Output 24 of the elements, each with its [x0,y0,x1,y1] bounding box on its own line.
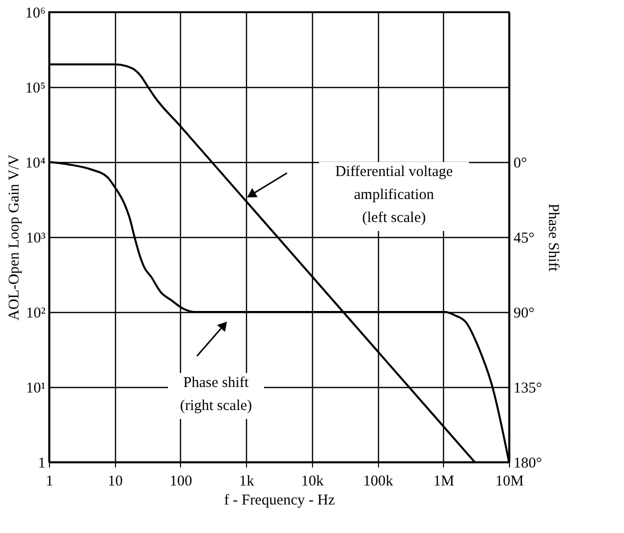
y2-tick-label: 90° [514,306,534,322]
x-tick-label: 1M [433,474,454,490]
x-tick-label: 10k [301,474,324,490]
annotation: Differential voltage amplification (left scale) [335,164,454,226]
x-axis-title: f - Frequency - Hz [224,492,336,508]
y-tick-label: 10² [26,306,46,322]
y-tick-label: 10¹ [26,380,46,396]
y2-tick-label: 135° [514,380,542,396]
x-tick-label: 10M [495,474,524,490]
x-tick-label: 100k [363,474,394,490]
y2-tick-label: 180° [514,456,542,472]
annotation: Phase shift (right scale) [180,375,252,414]
y-tick-label: 10³ [26,230,46,246]
y-tick-label: 1 [38,456,46,472]
y-tick-label: 10⁵ [25,80,46,96]
x-tick-label: 100 [170,474,192,490]
y-axis-title: AOL-Open Loop Gain V/V [6,154,22,320]
y2-axis-title: Phase Shift [545,204,561,272]
y-tick-label: 10⁶ [25,6,46,22]
y2-tick-label: 45° [514,230,534,246]
x-tick-label: 1k [239,474,255,490]
y2-tick-label: 0° [514,156,527,172]
y-tick-label: 10⁴ [25,156,46,172]
x-tick-label: 10 [108,474,123,490]
